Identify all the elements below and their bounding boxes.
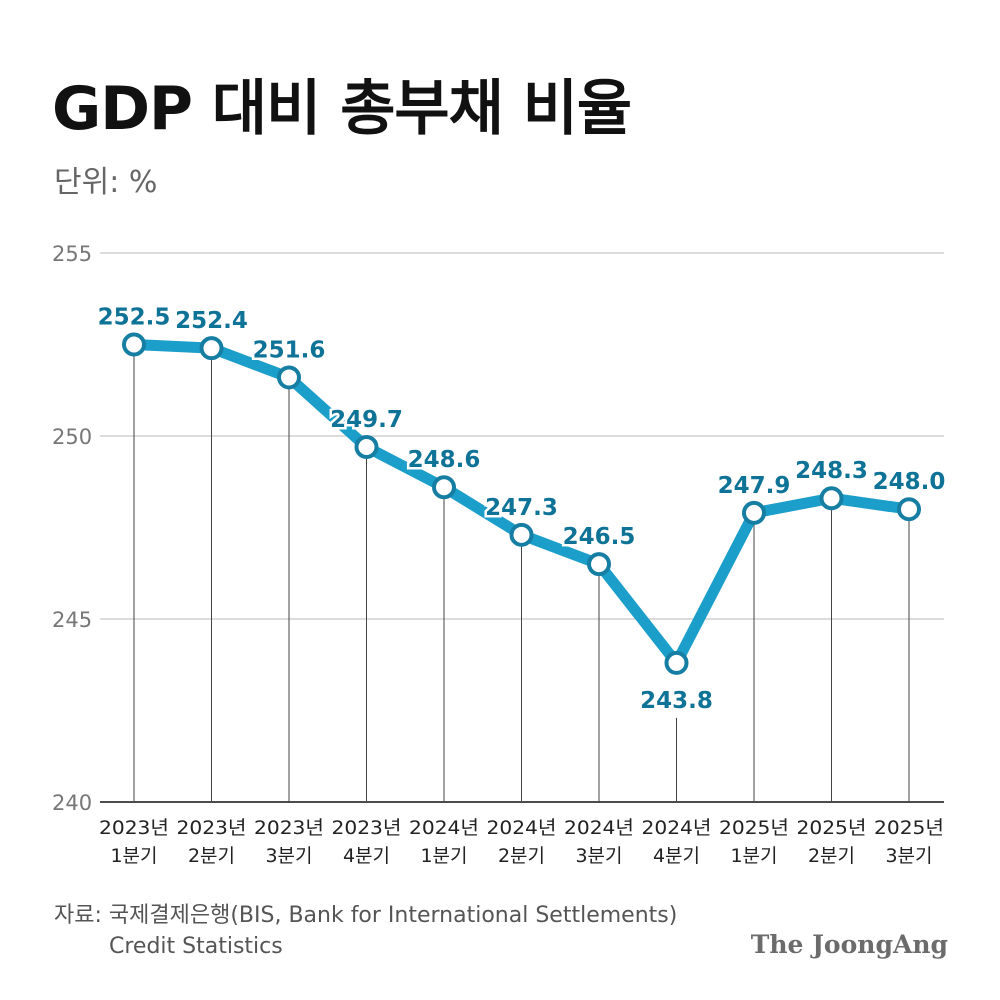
y-tick-label: 250 bbox=[52, 425, 92, 449]
x-tick-quarter: 1분기 bbox=[730, 845, 777, 867]
data-markers bbox=[122, 332, 921, 675]
source-line-1: 자료: 국제결제은행(BIS, Bank for International S… bbox=[54, 903, 678, 928]
x-tick-year: 2025년 bbox=[719, 817, 789, 839]
x-tick-quarter: 3분기 bbox=[885, 845, 932, 867]
data-point bbox=[742, 500, 766, 525]
y-tick-label: 245 bbox=[52, 608, 92, 632]
y-tick-label: 240 bbox=[52, 791, 92, 815]
x-tick-year: 2023년 bbox=[254, 817, 324, 839]
data-point bbox=[432, 475, 456, 500]
data-point bbox=[897, 497, 921, 522]
x-tick-year: 2024년 bbox=[409, 817, 479, 839]
data-label: 252.5 bbox=[98, 305, 171, 331]
data-point bbox=[122, 332, 146, 357]
data-label: 243.8 bbox=[640, 688, 713, 714]
drop-lines bbox=[133, 344, 910, 802]
x-tick-year: 2023년 bbox=[177, 817, 247, 839]
x-tick-quarter: 2분기 bbox=[498, 845, 545, 867]
x-tick-quarter: 4분기 bbox=[343, 845, 390, 867]
x-tick-year: 2025년 bbox=[797, 817, 867, 839]
data-label: 247.9 bbox=[718, 473, 791, 499]
data-label: 246.5 bbox=[563, 524, 636, 550]
brand-logo: The JoongAng bbox=[750, 930, 948, 959]
x-tick-quarter: 2분기 bbox=[188, 845, 235, 867]
x-tick-year: 2023년 bbox=[99, 817, 169, 839]
data-point bbox=[819, 486, 844, 511]
chart-title: GDP 대비 총부채 비율 bbox=[52, 74, 632, 144]
x-tick-year: 2025년 bbox=[874, 817, 944, 839]
data-label: 248.6 bbox=[408, 447, 481, 473]
x-tick-year: 2024년 bbox=[564, 817, 634, 839]
x-tick-quarter: 3분기 bbox=[265, 845, 312, 867]
data-label: 251.6 bbox=[253, 337, 326, 363]
y-tick-label: 255 bbox=[52, 242, 92, 266]
x-tick-quarter: 1분기 bbox=[110, 845, 157, 867]
data-label: 252.4 bbox=[175, 308, 248, 334]
unit-label: 단위: % bbox=[54, 165, 158, 200]
x-tick-year: 2024년 bbox=[487, 817, 557, 839]
data-point bbox=[354, 434, 379, 459]
x-tick-year: 2024년 bbox=[642, 817, 712, 839]
data-label: 248.3 bbox=[795, 458, 868, 484]
data-point bbox=[664, 650, 689, 675]
source-note: 자료: 국제결제은행(BIS, Bank for International S… bbox=[54, 900, 677, 962]
x-tick-quarter: 4분기 bbox=[653, 845, 700, 867]
data-label: 249.7 bbox=[330, 407, 403, 433]
data-point bbox=[277, 365, 301, 390]
x-tick-quarter: 3분기 bbox=[575, 845, 622, 867]
x-tick-year: 2023년 bbox=[332, 817, 402, 839]
data-label: 248.0 bbox=[873, 469, 946, 495]
data-point bbox=[509, 522, 534, 547]
source-line-2: Credit Statistics bbox=[109, 934, 283, 959]
x-tick-quarter: 1분기 bbox=[420, 845, 467, 867]
x-tick-quarter: 2분기 bbox=[808, 845, 855, 867]
data-point bbox=[199, 336, 224, 361]
data-label: 247.3 bbox=[485, 495, 558, 521]
data-point bbox=[587, 552, 611, 577]
x-tick-labels: 2023년 1분기 2023년 2분기 2023년 3분기 2023년 4분기 2024년 1분기… bbox=[99, 817, 944, 867]
